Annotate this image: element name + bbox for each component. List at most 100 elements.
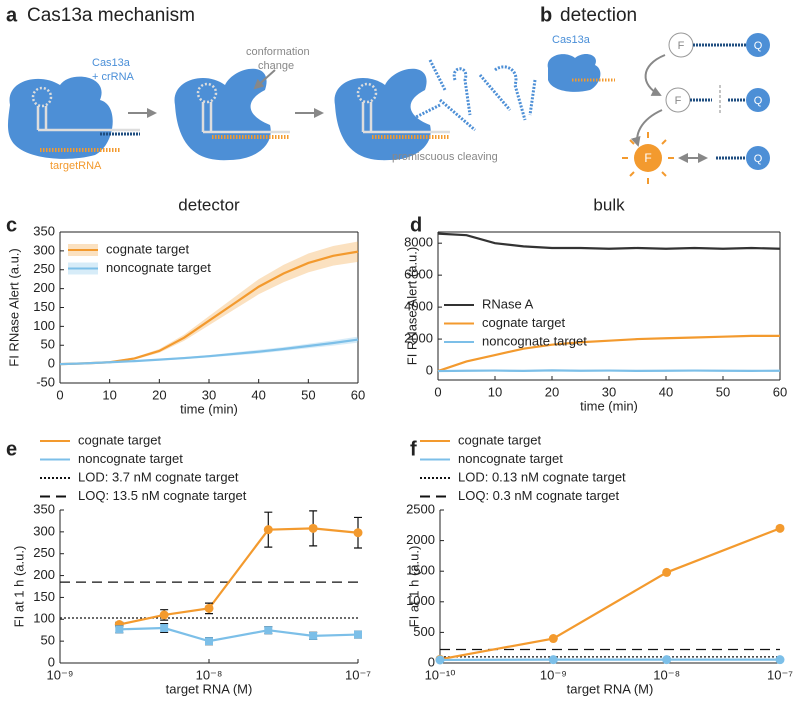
- legend-label: cognate target: [458, 432, 542, 447]
- x-tick-label: 60: [773, 384, 787, 399]
- y-tick-label: 0: [48, 356, 55, 371]
- x-tick-label: 40: [659, 384, 673, 399]
- x-tick-label: 10: [102, 387, 116, 402]
- y-tick-label: 300: [33, 523, 55, 538]
- legend-label: LOQ: 13.5 nM cognate target: [78, 488, 247, 503]
- panel-title: Cas13a mechanism: [27, 5, 195, 26]
- x-tick-label: 20: [545, 384, 559, 399]
- series-line: [440, 528, 780, 659]
- label: Q: [754, 153, 763, 165]
- y-tick-label: 350: [33, 223, 55, 238]
- x-tick-label: 10⁻⁸: [653, 667, 680, 682]
- marker: [264, 525, 273, 534]
- x-tick-label: 0: [434, 384, 441, 399]
- x-tick-label: 50: [716, 384, 730, 399]
- marker: [115, 625, 123, 633]
- label: change: [258, 60, 294, 72]
- x-tick-label: 30: [602, 384, 616, 399]
- x-axis-label: time (min): [180, 401, 238, 416]
- label: Cas13a: [92, 57, 131, 69]
- legend-label: noncognate target: [458, 451, 563, 466]
- series-line: [438, 370, 780, 371]
- error-band: [60, 337, 358, 365]
- y-tick-label: 300: [33, 242, 55, 257]
- marker: [160, 624, 168, 632]
- protein: [175, 69, 271, 160]
- panel-letter: a: [6, 4, 18, 26]
- label: Q: [754, 40, 763, 52]
- label: Cas13a: [552, 34, 591, 46]
- column-title: bulk: [593, 195, 625, 214]
- panel-a: a Cas13a mechanism Cas13a + crRNA target…: [6, 4, 535, 172]
- arrow: [637, 110, 662, 145]
- protein: [548, 54, 601, 92]
- x-tick-label: 0: [56, 387, 63, 402]
- y-tick-label: 150: [33, 299, 55, 314]
- legend-label: noncognate target: [78, 451, 183, 466]
- marker: [309, 524, 318, 533]
- marker: [436, 655, 445, 664]
- panel-letter: f: [410, 438, 417, 460]
- y-axis-label: FI at 1 h (a.u.): [11, 546, 26, 628]
- y-tick-label: 2000: [406, 532, 435, 547]
- legend-label: LOD: 3.7 nM cognate target: [78, 469, 239, 484]
- panel-letter: c: [6, 214, 17, 236]
- y-tick-label: 0: [426, 362, 433, 377]
- y-tick-label: -50: [36, 374, 55, 389]
- legend-label: cognate target: [482, 315, 566, 330]
- x-axis-label: time (min): [580, 398, 638, 413]
- marker: [354, 631, 362, 639]
- legend-label: noncognate target: [482, 333, 587, 348]
- series-line: [119, 628, 358, 641]
- label: F: [675, 95, 682, 107]
- legend-label: LOQ: 0.3 nM cognate target: [458, 488, 620, 503]
- x-tick-label: 10⁻⁹: [47, 667, 74, 682]
- marker: [205, 604, 214, 613]
- x-axis-label: target RNA (M): [166, 681, 253, 696]
- label: F: [644, 151, 651, 165]
- x-tick-label: 10⁻⁸: [196, 667, 223, 682]
- label: conformation: [246, 46, 310, 58]
- y-tick-label: 200: [33, 567, 55, 582]
- protein: [8, 77, 113, 159]
- cleaved-rna: [410, 60, 535, 130]
- x-tick-label: 20: [152, 387, 166, 402]
- x-tick-label: 50: [301, 387, 315, 402]
- legend-label: noncognate target: [106, 260, 211, 275]
- marker: [354, 528, 363, 537]
- x-axis-label: target RNA (M): [567, 681, 654, 696]
- marker: [662, 568, 671, 577]
- legend-label: LOD: 0.13 nM cognate target: [458, 469, 626, 484]
- x-tick-label: 10⁻⁹: [540, 667, 567, 682]
- marker: [309, 632, 317, 640]
- marker: [160, 610, 169, 619]
- x-tick-label: 10⁻⁷: [767, 667, 793, 682]
- x-tick-label: 10: [488, 384, 502, 399]
- legend-label: RNase A: [482, 296, 534, 311]
- y-tick-label: 50: [41, 633, 55, 648]
- legend-label: cognate target: [78, 432, 162, 447]
- panel-letter: b: [540, 4, 552, 26]
- marker: [662, 655, 671, 664]
- panel-title: detection: [560, 5, 637, 26]
- x-tick-label: 10⁻⁷: [345, 667, 371, 682]
- y-tick-label: 2500: [406, 501, 435, 516]
- y-axis-label: FI RNase Alert (a.u.): [404, 247, 419, 365]
- series-line: [438, 234, 780, 249]
- y-tick-label: 200: [33, 280, 55, 295]
- label: F: [678, 40, 685, 52]
- x-tick-label: 10⁻¹⁰: [425, 667, 456, 682]
- label: targetRNA: [50, 160, 102, 172]
- arrow: [646, 55, 665, 95]
- series-line: [119, 528, 358, 624]
- panel-letter: d: [410, 214, 422, 236]
- x-tick-label: 30: [202, 387, 216, 402]
- y-axis-label: FI at 1 h (a.u.): [406, 546, 421, 628]
- marker: [549, 655, 558, 664]
- x-tick-label: 40: [251, 387, 265, 402]
- label: Q: [754, 95, 763, 107]
- panel-b: b detection Cas13a F Q F Q F Q: [540, 4, 770, 184]
- legend-label: cognate target: [106, 241, 190, 256]
- y-tick-label: 250: [33, 261, 55, 276]
